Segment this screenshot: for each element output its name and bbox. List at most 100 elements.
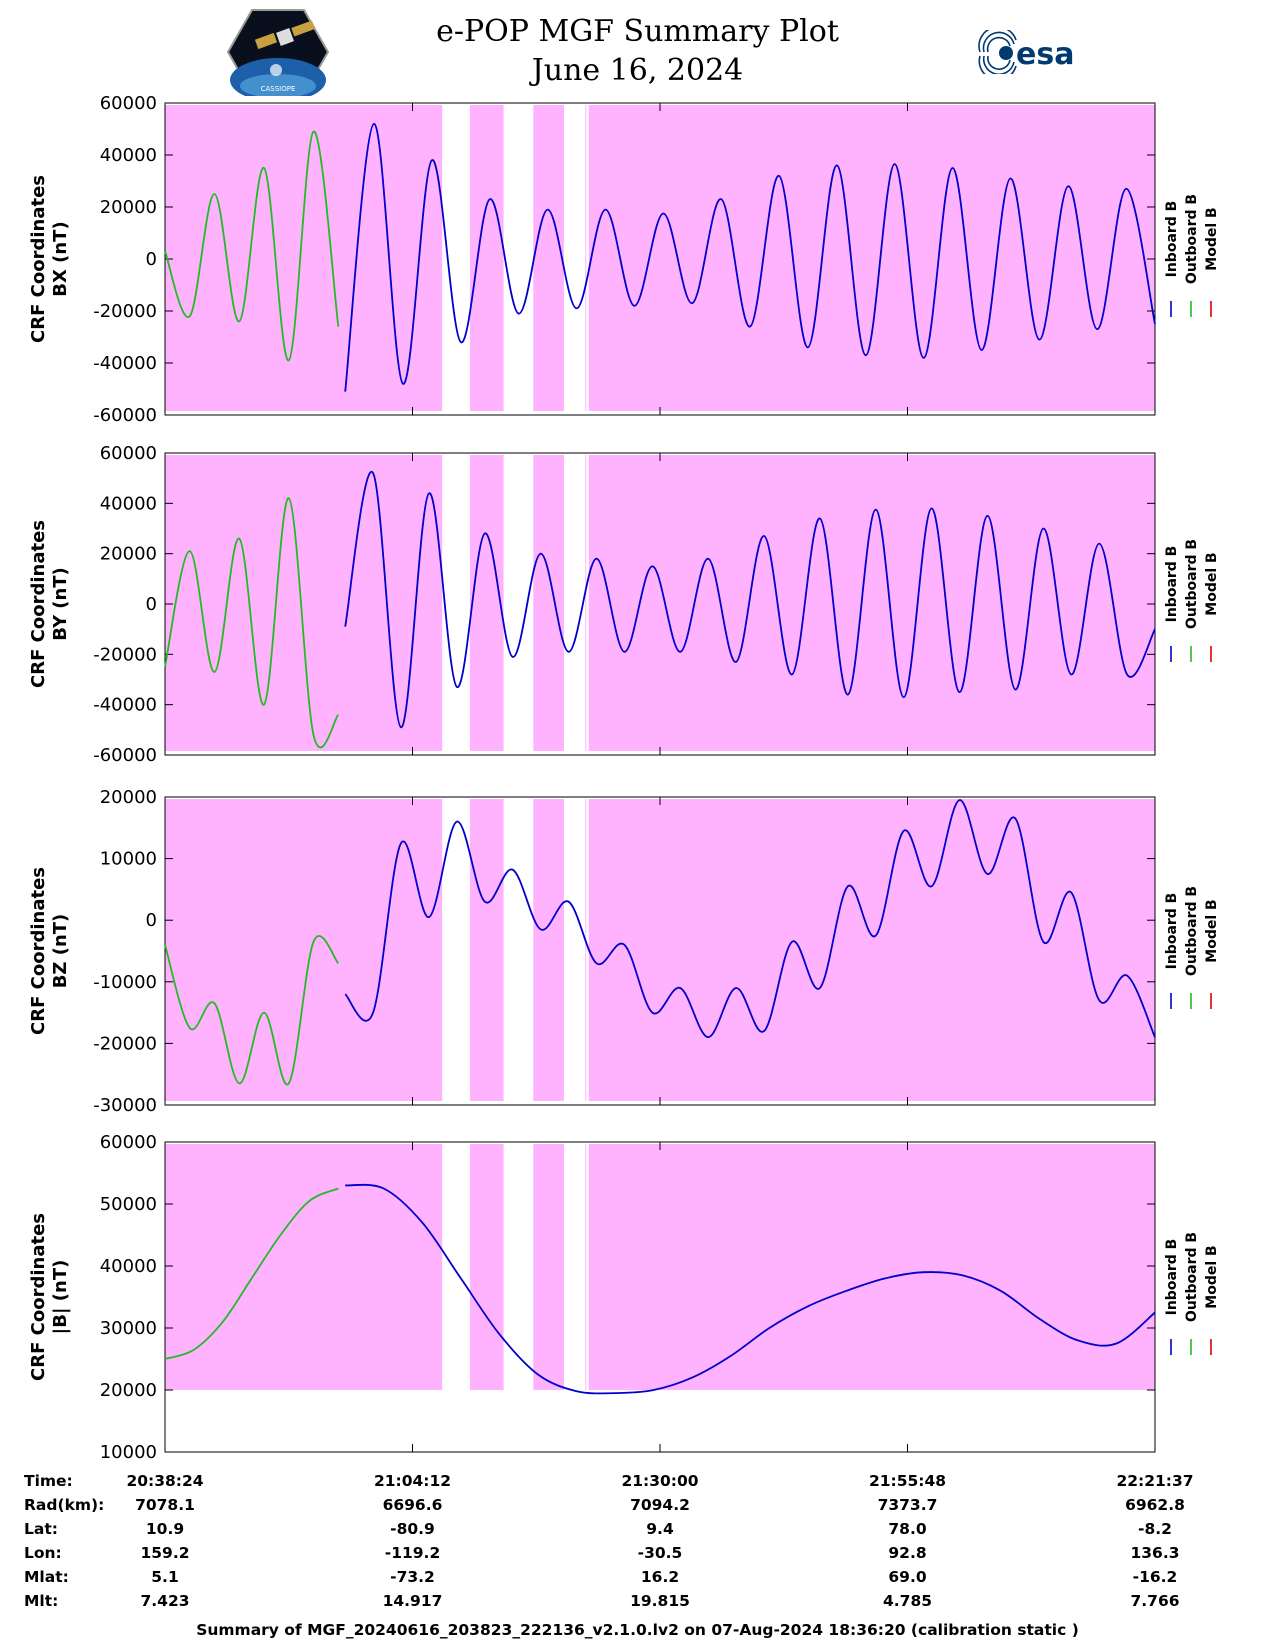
info-cell: 92.8 xyxy=(888,1544,926,1562)
y-tick-label: 60000 xyxy=(100,1132,157,1153)
footer-summary: Summary of MGF_20240616_203823_222136_v2… xyxy=(196,1621,1079,1639)
legend-label: Model B xyxy=(1204,552,1220,615)
y-tick-label: 50000 xyxy=(100,1194,157,1215)
info-cell: 20:38:24 xyxy=(126,1472,203,1490)
info-cell: 10.9 xyxy=(146,1520,184,1538)
shade-region xyxy=(469,455,504,751)
y-axis-unit-label: BZ (nT) xyxy=(50,914,71,989)
info-cell: 7078.1 xyxy=(135,1496,195,1514)
shade-region xyxy=(588,799,1155,1101)
y-tick-label: -60000 xyxy=(93,745,157,766)
legend-label: Inboard B xyxy=(1164,201,1180,278)
series-inboard-b xyxy=(344,470,1156,729)
shade-region xyxy=(588,105,1155,411)
y-tick-label: 20000 xyxy=(100,197,157,218)
info-cell: -16.2 xyxy=(1133,1568,1178,1586)
y-tick-label: -20000 xyxy=(93,644,157,665)
y-tick-label: -40000 xyxy=(93,695,157,716)
y-tick-label: 20000 xyxy=(100,1380,157,1401)
y-axis-label: CRF Coordinates xyxy=(28,867,49,1035)
y-tick-label: 30000 xyxy=(100,1318,157,1339)
shade-region xyxy=(533,799,564,1101)
shade-region xyxy=(165,105,443,411)
info-cell: -80.9 xyxy=(390,1520,435,1538)
plot-title: e-POP MGF Summary Plot xyxy=(436,14,839,49)
legend-label: Outboard B xyxy=(1184,1232,1200,1322)
info-row-label: Rad(km): xyxy=(24,1496,104,1514)
plot-date: June 16, 2024 xyxy=(531,53,744,88)
info-cell: -8.2 xyxy=(1138,1520,1172,1538)
y-tick-label: 20000 xyxy=(100,787,157,808)
info-cell: 7373.7 xyxy=(878,1496,938,1514)
info-cell: 22:21:37 xyxy=(1116,1472,1193,1490)
series-outboard-b xyxy=(164,1187,339,1360)
shade-region xyxy=(165,455,443,751)
info-cell: 9.4 xyxy=(646,1520,674,1538)
legend-label: Model B xyxy=(1204,1245,1220,1308)
esa-logo-text: esa xyxy=(1016,37,1074,72)
shade-region xyxy=(469,799,504,1101)
legend-label: Inboard B xyxy=(1164,546,1180,623)
info-row-label: Time: xyxy=(24,1472,73,1490)
info-cell: 21:04:12 xyxy=(374,1472,451,1490)
y-axis-label: CRF Coordinates xyxy=(28,175,49,343)
legend-label: Model B xyxy=(1204,207,1220,270)
info-cell: -119.2 xyxy=(385,1544,440,1562)
info-cell: 7.423 xyxy=(140,1592,189,1610)
shade-region xyxy=(588,455,1155,751)
legend-label: Outboard B xyxy=(1184,194,1200,284)
legend-label: Outboard B xyxy=(1184,539,1200,629)
legend-label: Inboard B xyxy=(1164,893,1180,970)
info-cell: 136.3 xyxy=(1130,1544,1179,1562)
shade-region xyxy=(165,799,443,1101)
y-tick-label: 0 xyxy=(146,594,157,615)
y-axis-label: CRF Coordinates xyxy=(28,520,49,688)
shade-region xyxy=(165,1144,443,1390)
legend-label: Model B xyxy=(1204,899,1220,962)
y-tick-label: 60000 xyxy=(100,443,157,464)
panel-3 xyxy=(164,796,1212,1106)
info-row-label: Lat: xyxy=(24,1520,58,1538)
info-cell: 78.0 xyxy=(888,1520,926,1538)
y-tick-label: 40000 xyxy=(100,145,157,166)
y-tick-label: -30000 xyxy=(93,1095,157,1116)
esa-logo: esa xyxy=(978,30,1074,74)
panel-2 xyxy=(164,452,1212,756)
info-cell: 7094.2 xyxy=(630,1496,690,1514)
y-axis-unit-label: BX (nT) xyxy=(50,221,71,296)
y-tick-label: 40000 xyxy=(100,493,157,514)
shade-region xyxy=(533,1144,564,1390)
series-inboard-b xyxy=(344,122,1156,392)
legend-label: Inboard B xyxy=(1164,1239,1180,1316)
y-axis-unit-label: |B| (nT) xyxy=(50,1260,71,1335)
y-tick-label: 0 xyxy=(146,910,157,931)
info-row-label: Lon: xyxy=(24,1544,62,1562)
info-cell: 6962.8 xyxy=(1125,1496,1185,1514)
info-cell: 16.2 xyxy=(641,1568,679,1586)
series-inboard-b xyxy=(344,799,1156,1039)
series-outboard-b xyxy=(164,130,340,362)
info-cell: -73.2 xyxy=(390,1568,435,1586)
y-tick-label: -20000 xyxy=(93,301,157,322)
y-tick-label: -10000 xyxy=(93,972,157,993)
cassiope-logo-text: CASSIOPE xyxy=(261,85,296,93)
y-tick-label: -60000 xyxy=(93,405,157,426)
info-cell: 159.2 xyxy=(140,1544,189,1562)
info-cell: 21:55:48 xyxy=(869,1472,946,1490)
y-axis-label: CRF Coordinates xyxy=(28,1213,49,1381)
shade-region xyxy=(469,105,504,411)
info-cell: 6696.6 xyxy=(383,1496,443,1514)
info-cell: 4.785 xyxy=(883,1592,932,1610)
y-axis-unit-label: BY (nT) xyxy=(50,567,71,641)
info-cell: 14.917 xyxy=(383,1592,443,1610)
y-tick-label: -40000 xyxy=(93,353,157,374)
series-outboard-b xyxy=(164,935,340,1086)
series-inboard-b xyxy=(345,1183,1156,1395)
info-cell: 69.0 xyxy=(888,1568,926,1586)
shade-region xyxy=(533,105,564,411)
series-outboard-b xyxy=(164,497,340,748)
shade-region xyxy=(533,455,564,751)
info-row-label: Mlt: xyxy=(24,1592,58,1610)
cassiope-logo: CASSIOPE xyxy=(226,9,330,96)
